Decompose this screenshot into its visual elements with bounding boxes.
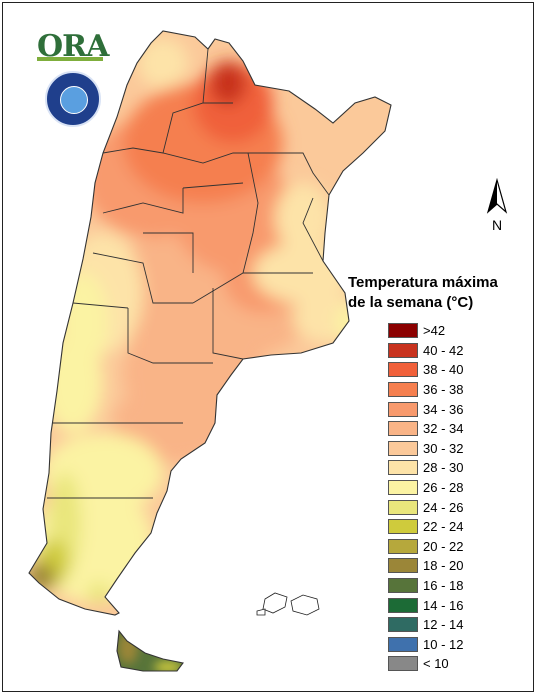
legend-swatch xyxy=(388,382,418,398)
legend-label: 30 - 32 xyxy=(423,440,464,456)
legend-item: 26 - 28 xyxy=(388,478,518,498)
legend-item: 28 - 30 xyxy=(388,458,518,478)
north-arrow-icon xyxy=(486,178,508,214)
legend-item: 34 - 36 xyxy=(388,399,518,419)
legend-item: 14 - 16 xyxy=(388,595,518,615)
legend-label: 40 - 42 xyxy=(423,342,464,358)
legend-swatch xyxy=(388,342,418,358)
legend: Temperatura máxima de la semana (°C) >42… xyxy=(348,273,518,674)
legend-label: 32 - 34 xyxy=(423,421,464,437)
legend-swatch xyxy=(388,578,418,594)
legend-label: >42 xyxy=(423,323,446,339)
legend-label: 34 - 36 xyxy=(423,401,464,417)
legend-label: 26 - 28 xyxy=(423,480,464,496)
legend-label: 10 - 12 xyxy=(423,636,464,652)
legend-swatch xyxy=(388,656,418,672)
legend-label: 28 - 30 xyxy=(423,460,464,476)
legend-label: < 10 xyxy=(423,656,449,672)
legend-swatch xyxy=(388,597,418,613)
legend-title-line2: de la semana (°C) xyxy=(348,294,474,311)
province-boundaries xyxy=(28,30,392,672)
legend-label: 14 - 16 xyxy=(423,597,464,613)
legend-swatch xyxy=(388,401,418,417)
legend-title-line1: Temperatura máxima xyxy=(348,274,498,291)
legend-swatch xyxy=(388,460,418,476)
north-label: N xyxy=(492,217,503,233)
legend-label: 22 - 24 xyxy=(423,519,464,535)
legend-label: 12 - 14 xyxy=(423,617,464,633)
legend-swatch xyxy=(388,421,418,437)
smn-argentina-seal-icon xyxy=(45,71,101,127)
legend-swatch xyxy=(388,519,418,535)
legend-item: 38 - 40 xyxy=(388,360,518,380)
ora-logo-swoosh xyxy=(37,57,103,61)
legend-label: 20 - 22 xyxy=(423,538,464,554)
malvinas-islands xyxy=(256,592,320,616)
legend-swatch xyxy=(388,617,418,633)
legend-list: >42 40 - 42 38 - 40 36 - 38 34 - 36 32 - 34 30… xyxy=(388,321,518,674)
legend-label: 36 - 38 xyxy=(423,382,464,398)
legend-swatch xyxy=(388,636,418,652)
legend-swatch xyxy=(388,480,418,496)
legend-label: 16 - 18 xyxy=(423,578,464,594)
legend-item: 30 - 32 xyxy=(388,439,518,459)
legend-label: 38 - 40 xyxy=(423,362,464,378)
legend-label: 18 - 20 xyxy=(423,558,464,574)
legend-item: 12 - 14 xyxy=(388,615,518,635)
legend-swatch xyxy=(388,499,418,515)
legend-item: 18 - 20 xyxy=(388,556,518,576)
legend-item: 16 - 18 xyxy=(388,576,518,596)
seal-center-icon xyxy=(60,86,88,114)
legend-swatch xyxy=(388,558,418,574)
legend-item: 10 - 12 xyxy=(388,635,518,655)
legend-swatch xyxy=(388,362,418,378)
legend-item: 32 - 34 xyxy=(388,419,518,439)
argentina-temperature-map xyxy=(28,30,392,672)
legend-item: >42 xyxy=(388,321,518,341)
legend-item: < 10 xyxy=(388,654,518,674)
legend-item: 22 - 24 xyxy=(388,517,518,537)
legend-item: 36 - 38 xyxy=(388,380,518,400)
legend-swatch xyxy=(388,440,418,456)
legend-item: 24 - 26 xyxy=(388,497,518,517)
legend-label: 24 - 26 xyxy=(423,499,464,515)
legend-item: 40 - 42 xyxy=(388,341,518,361)
legend-item: 20 - 22 xyxy=(388,537,518,557)
legend-swatch xyxy=(388,323,418,339)
tierra-del-fuego-field xyxy=(117,631,183,671)
legend-swatch xyxy=(388,538,418,554)
